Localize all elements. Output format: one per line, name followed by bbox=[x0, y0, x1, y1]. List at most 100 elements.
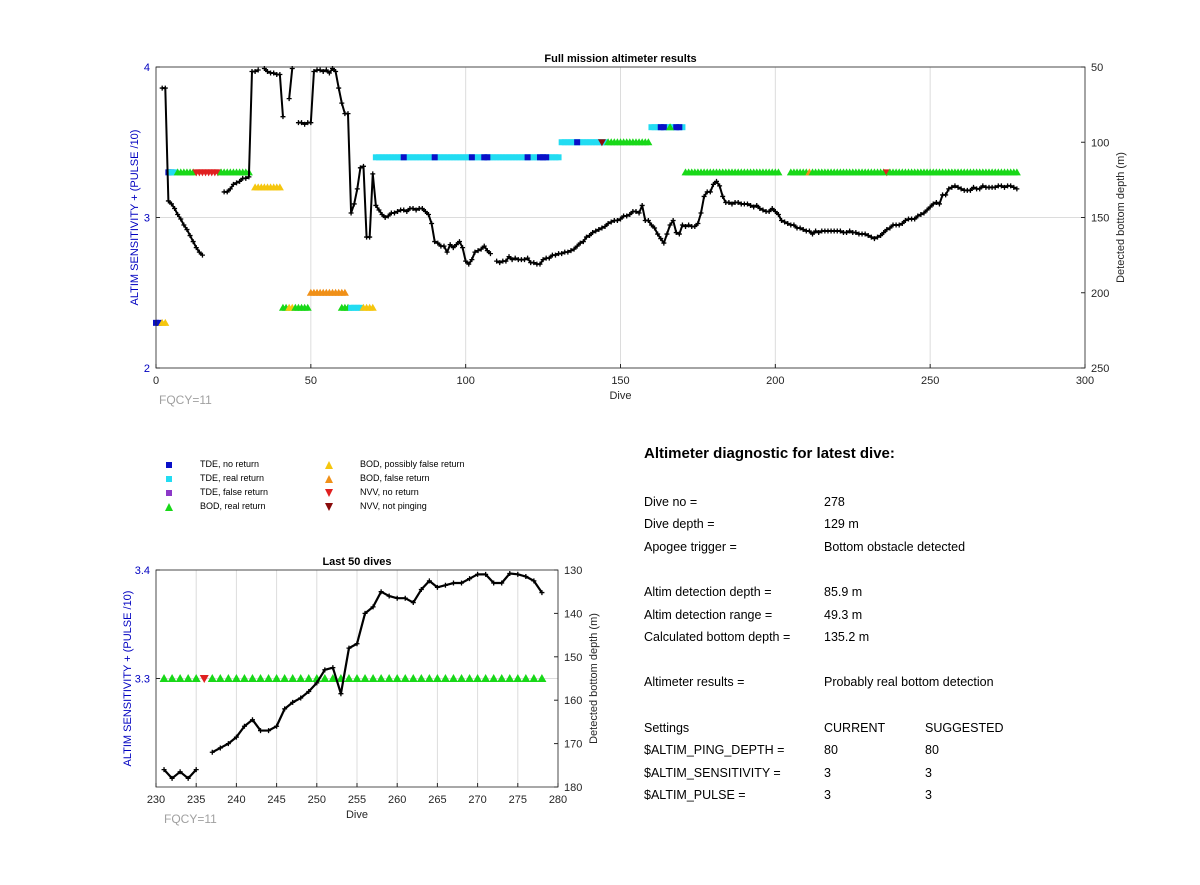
marker-tde_real_return bbox=[509, 154, 516, 161]
marker-bod_real_return bbox=[537, 674, 547, 682]
marker-bod_real_return bbox=[529, 674, 539, 682]
marker-tde_real_return bbox=[654, 124, 661, 131]
marker-tde_no_return bbox=[524, 154, 531, 161]
depth-point bbox=[1011, 184, 1017, 190]
depth-line bbox=[288, 68, 294, 99]
marker-tde_real_return bbox=[490, 154, 497, 161]
marker-tde_real_return bbox=[385, 154, 392, 161]
y-right-tick-label: 100 bbox=[1091, 137, 1109, 149]
depth-point bbox=[435, 240, 441, 246]
depth-point bbox=[299, 120, 305, 126]
chart-title: Full mission altimeter results bbox=[544, 53, 696, 65]
y-left-axis-label: ALTIM SENSITIVITY + (PULSE /10) bbox=[122, 591, 134, 767]
legend-item-tde-real-return: TDE, real return bbox=[164, 472, 264, 485]
depth-line bbox=[496, 180, 1018, 266]
depth-point bbox=[577, 240, 583, 246]
depth-point bbox=[401, 207, 407, 213]
depth-point bbox=[686, 222, 692, 228]
marker-bod_real_return bbox=[303, 303, 312, 311]
depth-point bbox=[618, 216, 623, 222]
depth-point bbox=[330, 665, 336, 671]
depth-point bbox=[404, 208, 410, 214]
marker-tde_real_return bbox=[354, 304, 361, 311]
x-tick-label: 250 bbox=[308, 794, 326, 806]
depth-point bbox=[456, 239, 462, 245]
marker-tde_real_return bbox=[487, 154, 494, 161]
legend-item-bod-false-return: BOD, false return bbox=[324, 472, 430, 485]
y-left-tick-label: 3.4 bbox=[135, 565, 150, 577]
depth-point bbox=[949, 184, 955, 190]
marker-tde_no_return bbox=[400, 154, 407, 161]
depth-point bbox=[590, 230, 596, 236]
depth-point bbox=[531, 578, 537, 584]
depth-point bbox=[193, 767, 199, 773]
marker-tde_real_return bbox=[580, 139, 587, 146]
depth-point bbox=[924, 207, 930, 213]
depth-point bbox=[249, 717, 255, 723]
marker-tde_real_return bbox=[388, 154, 395, 161]
marker-tde_no_return bbox=[660, 124, 667, 131]
marker-tde_real_return bbox=[453, 154, 460, 161]
depth-point bbox=[515, 571, 521, 577]
depth-point bbox=[602, 224, 608, 230]
y-left-tick-label: 3.3 bbox=[135, 674, 150, 686]
marker-tde_real_return bbox=[521, 154, 528, 161]
square-marker-icon bbox=[166, 489, 172, 496]
depth-point bbox=[658, 236, 664, 242]
depth-point bbox=[531, 260, 537, 266]
depth-point bbox=[701, 193, 707, 199]
settings-suggested: 3 bbox=[925, 766, 932, 780]
legend-item-nvv-not-pinging: NVV, not pinging bbox=[324, 500, 427, 513]
depth-point bbox=[565, 249, 571, 255]
marker-tde_real_return bbox=[478, 154, 485, 161]
marker-bod_real_return bbox=[392, 674, 402, 682]
depth-point bbox=[402, 595, 408, 601]
depth-point bbox=[426, 578, 432, 584]
depth-point bbox=[593, 228, 599, 234]
y-right-axis-label: Detected bottom depth (m) bbox=[588, 613, 600, 744]
depth-point bbox=[683, 224, 689, 230]
depth-point bbox=[227, 186, 233, 192]
depth-point bbox=[779, 218, 785, 224]
depth-point bbox=[184, 227, 190, 233]
depth-point bbox=[395, 208, 401, 214]
depth-point bbox=[322, 667, 328, 673]
marker-bod_possibly_false bbox=[275, 183, 284, 191]
marker-bod_real_return bbox=[175, 674, 185, 682]
marker-tde_real_return bbox=[375, 154, 382, 161]
depth-point bbox=[169, 775, 175, 781]
marker-tde_real_return bbox=[434, 154, 441, 161]
depth-point bbox=[930, 201, 936, 207]
depth-point bbox=[379, 211, 385, 217]
depth-point bbox=[367, 234, 373, 240]
marker-tde_real_return bbox=[425, 154, 432, 161]
depth-point bbox=[302, 121, 308, 127]
y-right-tick-label: 130 bbox=[564, 565, 582, 577]
depth-point bbox=[422, 208, 428, 214]
depth-point bbox=[847, 228, 853, 234]
marker-tde_no_return bbox=[540, 154, 547, 161]
depth-point bbox=[410, 600, 416, 606]
depth-point bbox=[936, 201, 942, 207]
x-tick-label: 265 bbox=[428, 794, 446, 806]
depth-point bbox=[386, 593, 392, 599]
x-tick-label: 270 bbox=[468, 794, 486, 806]
depth-point bbox=[193, 245, 199, 251]
depth-point bbox=[806, 228, 812, 234]
depth-point bbox=[258, 728, 264, 734]
depth-point bbox=[509, 257, 515, 263]
x-axis-label: Dive bbox=[609, 390, 631, 402]
depth-point bbox=[757, 205, 763, 211]
marker-bod_real_return bbox=[384, 674, 394, 682]
marker-bod_real_return bbox=[280, 674, 290, 682]
marker-bod_real_return bbox=[408, 674, 418, 682]
depth-point bbox=[568, 248, 574, 254]
marker-bod_real_return bbox=[424, 674, 434, 682]
marker-bod_real_return bbox=[159, 674, 169, 682]
legend-label: TDE, false return bbox=[200, 487, 269, 497]
depth-point bbox=[168, 201, 174, 207]
depth-point bbox=[413, 207, 419, 213]
depth-point bbox=[162, 85, 168, 91]
marker-bod_real_return bbox=[416, 674, 426, 682]
depth-point bbox=[766, 208, 772, 214]
